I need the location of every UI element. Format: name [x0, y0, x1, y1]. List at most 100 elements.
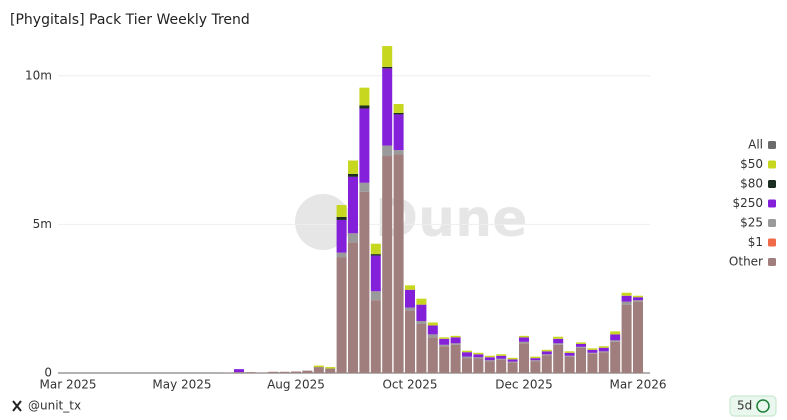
bar-segment [598, 346, 609, 348]
bar-segment [587, 353, 598, 373]
bar-segment [393, 104, 404, 113]
x-tick-label: Aug 2025 [267, 378, 325, 392]
legend-label: $250 [732, 196, 763, 210]
bar-segment [336, 216, 347, 220]
bar-segment [541, 354, 552, 356]
bar-segment [393, 114, 404, 151]
legend-label: $25 [740, 216, 763, 230]
bar-segment [245, 372, 256, 373]
bar-segment [507, 359, 518, 362]
x-tick-label: Dec 2025 [495, 378, 553, 392]
bar-segment [302, 370, 313, 373]
legend-label: $1 [748, 235, 763, 249]
x-tick-label: Mar 2025 [40, 378, 97, 392]
bar-segment [268, 371, 279, 373]
bar-segment [382, 66, 393, 69]
legend-swatch [768, 199, 776, 208]
bar-segment [370, 300, 381, 373]
bar-segment [462, 356, 472, 359]
bar-segment [336, 257, 347, 373]
bar-segment [519, 335, 529, 338]
bar-segment [633, 300, 643, 302]
refresh-badge[interactable] [729, 395, 777, 417]
bar-segment [553, 336, 564, 339]
bar-segment [336, 219, 347, 253]
bar-segment [359, 191, 370, 373]
author: @unit_tx [28, 399, 81, 413]
legend-label: $50 [740, 157, 763, 171]
bar-segment [496, 359, 507, 373]
refresh-icon [756, 399, 770, 413]
bar-segment [507, 357, 518, 360]
bar-segment [359, 108, 370, 183]
bar-segment [279, 371, 290, 373]
bar-segment [439, 337, 450, 339]
x-tick-label: Oct 2025 [382, 378, 437, 392]
bar-segment [473, 354, 484, 358]
x-tick-label: May 2025 [152, 378, 211, 392]
bar-segment [621, 292, 632, 296]
bar-segment [450, 344, 461, 373]
bar-segment [416, 323, 427, 373]
bar-segment [427, 334, 438, 338]
bar-segment [587, 352, 598, 354]
bar-segment [633, 295, 643, 298]
bar-segment [222, 372, 233, 373]
bar-segment [587, 348, 598, 350]
bar-segment [313, 367, 324, 373]
legend-label: Other [729, 255, 763, 269]
bar-segment [496, 354, 507, 356]
bar-segment [450, 343, 461, 345]
bar-segment [484, 357, 495, 361]
bar-segment [336, 205, 347, 217]
bar-segment [291, 371, 301, 373]
bar-segment [564, 356, 575, 373]
bar-segment [359, 182, 370, 192]
bar-segment [564, 351, 575, 353]
bar-segment [576, 347, 586, 373]
legend-label: All [748, 138, 763, 152]
bar-segment [598, 351, 609, 353]
bar-segment [370, 243, 381, 255]
bar-segment [564, 352, 575, 356]
bar-segment [416, 298, 427, 305]
bar-segment [336, 252, 347, 258]
bar-segment [553, 338, 564, 344]
bar-segment [405, 285, 415, 290]
y-tick-label: 0 [44, 366, 52, 380]
bar-segment [473, 352, 484, 355]
bar-segment [484, 361, 495, 373]
bar-segment [348, 233, 358, 243]
legend-swatch [768, 141, 776, 149]
bar-segment [234, 369, 244, 373]
bar-segment [393, 112, 404, 115]
bar-segment [576, 346, 586, 348]
bar-segment [519, 337, 529, 342]
bar-segment [621, 301, 632, 305]
bar-segment [519, 343, 529, 373]
legend-swatch [768, 258, 776, 266]
bar-segment [370, 255, 381, 292]
bar-segment [256, 372, 267, 373]
bar-segment [598, 347, 609, 352]
bar-segment [564, 355, 575, 357]
bar-segment [553, 343, 564, 345]
bar-segment [473, 358, 484, 373]
bar-segment [610, 340, 621, 342]
legend-label: $80 [740, 177, 763, 191]
bar-segment [621, 295, 632, 302]
bar-segment [382, 145, 393, 157]
bar-segment [598, 352, 609, 373]
bar-segment [325, 367, 336, 369]
author-icon [12, 400, 22, 412]
bar-segment [382, 68, 393, 146]
bar-segment [393, 150, 404, 155]
bar-segment [393, 154, 404, 373]
bar-segment [427, 322, 438, 326]
bar-segment [427, 337, 438, 373]
bar-segment [610, 331, 621, 335]
bar-segment [450, 335, 461, 338]
bar-segment [530, 361, 541, 373]
bar-segment [359, 87, 370, 106]
